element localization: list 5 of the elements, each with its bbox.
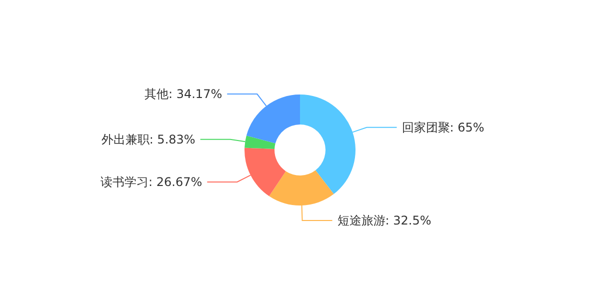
slice-label: 读书学习: 26.67% (100, 174, 202, 189)
slice-label: 回家团聚: 65% (402, 120, 484, 134)
slice-label: 外出兼职: 5.83% (101, 132, 196, 146)
slice-label: 其他: 34.17% (144, 87, 222, 102)
slice-label: 短途旅游: 32.5% (337, 213, 432, 228)
